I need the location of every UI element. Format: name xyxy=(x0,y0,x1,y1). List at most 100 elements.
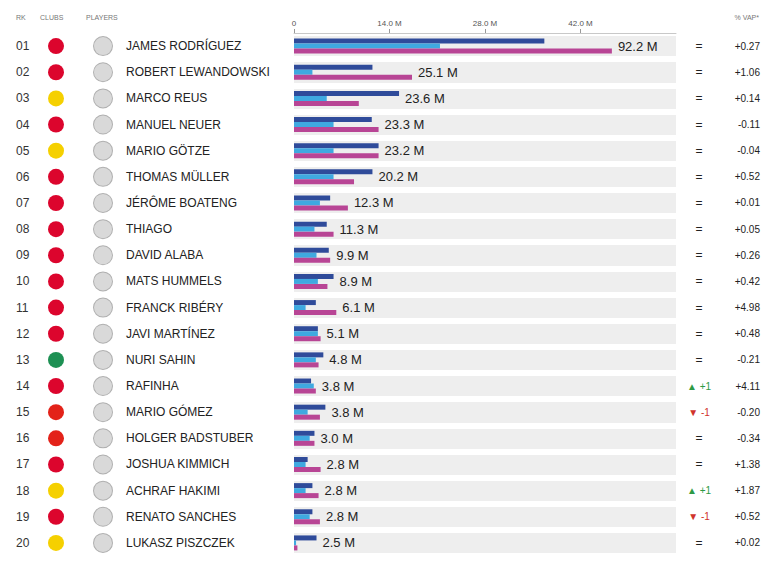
svg-text:PLAYERS: PLAYERS xyxy=(86,14,118,21)
svg-text:+1.87: +1.87 xyxy=(735,485,761,496)
svg-text:14.0 M: 14.0 M xyxy=(377,19,402,28)
svg-text:17: 17 xyxy=(16,457,30,471)
svg-text:01: 01 xyxy=(16,39,30,53)
svg-text:23.2 M: 23.2 M xyxy=(385,143,425,158)
svg-text:04: 04 xyxy=(16,118,30,132)
svg-text:+0.14: +0.14 xyxy=(735,93,761,104)
svg-text:2.8 M: 2.8 M xyxy=(326,509,359,524)
svg-text:+1.06: +1.06 xyxy=(735,67,761,78)
svg-text:▼ -1: ▼ -1 xyxy=(688,511,710,522)
svg-text:MARCO REUS: MARCO REUS xyxy=(126,91,207,105)
svg-text:12: 12 xyxy=(16,327,30,341)
svg-text:13: 13 xyxy=(16,353,30,367)
svg-text:-0.20: -0.20 xyxy=(737,407,760,418)
svg-text:11.3 M: 11.3 M xyxy=(340,222,379,237)
svg-text:=: = xyxy=(695,431,702,445)
svg-text:=: = xyxy=(695,353,702,367)
svg-text:▲ +1: ▲ +1 xyxy=(687,485,712,496)
svg-text:JOSHUA KIMMICH: JOSHUA KIMMICH xyxy=(126,457,229,471)
svg-text:=: = xyxy=(695,65,702,79)
svg-text:+0.52: +0.52 xyxy=(735,511,761,522)
svg-text:3.0 M: 3.0 M xyxy=(320,431,353,446)
svg-text:+0.02: +0.02 xyxy=(735,537,761,548)
svg-text:RENATO SANCHES: RENATO SANCHES xyxy=(126,510,236,524)
svg-text:12.3 M: 12.3 M xyxy=(354,195,394,210)
svg-text:MANUEL NEUER: MANUEL NEUER xyxy=(126,118,221,132)
svg-text:20.2 M: 20.2 M xyxy=(378,169,418,184)
svg-text:3.8 M: 3.8 M xyxy=(331,405,364,420)
svg-text:HOLGER BADSTUBER: HOLGER BADSTUBER xyxy=(126,431,254,445)
svg-text:07: 07 xyxy=(16,196,30,210)
svg-text:=: = xyxy=(695,327,702,341)
svg-text:14: 14 xyxy=(16,379,30,393)
svg-text:DAVID ALABA: DAVID ALABA xyxy=(126,248,203,262)
svg-text:=: = xyxy=(695,170,702,184)
svg-text:+1.38: +1.38 xyxy=(735,459,761,470)
svg-text:ACHRAF HAKIMI: ACHRAF HAKIMI xyxy=(126,484,220,498)
svg-text:=: = xyxy=(695,222,702,236)
svg-text:06: 06 xyxy=(16,170,30,184)
svg-text:+0.52: +0.52 xyxy=(735,171,761,182)
svg-text:MATS HUMMELS: MATS HUMMELS xyxy=(126,274,222,288)
svg-text:=: = xyxy=(695,274,702,288)
svg-text:19: 19 xyxy=(16,510,30,524)
svg-text:JAVI MARTÍNEZ: JAVI MARTÍNEZ xyxy=(126,326,215,341)
svg-text:+0.48: +0.48 xyxy=(735,328,761,339)
svg-text:8.9 M: 8.9 M xyxy=(340,274,373,289)
svg-text:-0.34: -0.34 xyxy=(737,433,760,444)
svg-text:23.3 M: 23.3 M xyxy=(385,117,425,132)
svg-text:▼ -1: ▼ -1 xyxy=(688,407,710,418)
svg-text:=: = xyxy=(695,118,702,132)
svg-text:42.0 M: 42.0 M xyxy=(568,19,593,28)
svg-text:16: 16 xyxy=(16,431,30,445)
svg-text:=: = xyxy=(695,144,702,158)
svg-text:RK: RK xyxy=(16,14,26,21)
svg-text:2.5 M: 2.5 M xyxy=(323,535,356,550)
svg-text:6.1 M: 6.1 M xyxy=(342,300,375,315)
svg-text:=: = xyxy=(695,248,702,262)
svg-text:-0.04: -0.04 xyxy=(737,145,760,156)
svg-text:0: 0 xyxy=(292,19,297,28)
svg-text:25.1 M: 25.1 M xyxy=(418,65,458,80)
svg-text:2.8 M: 2.8 M xyxy=(327,457,360,472)
svg-text:11: 11 xyxy=(16,301,29,315)
svg-text:3.8 M: 3.8 M xyxy=(322,379,355,394)
svg-text:2.8 M: 2.8 M xyxy=(325,483,358,498)
svg-text:28.0 M: 28.0 M xyxy=(473,19,498,28)
svg-text:08: 08 xyxy=(16,222,30,236)
svg-text:-0.11: -0.11 xyxy=(738,119,760,130)
svg-text:CLUBS: CLUBS xyxy=(40,14,64,21)
svg-text:MARIO GÓMEZ: MARIO GÓMEZ xyxy=(126,404,213,419)
svg-text:9.9 M: 9.9 M xyxy=(336,248,369,263)
svg-text:92.2 M: 92.2 M xyxy=(618,39,658,54)
svg-text:20: 20 xyxy=(16,536,30,550)
svg-text:+0.26: +0.26 xyxy=(735,250,761,261)
svg-text:▲ +1: ▲ +1 xyxy=(687,381,712,392)
svg-text:05: 05 xyxy=(16,144,30,158)
svg-text:18: 18 xyxy=(16,484,30,498)
svg-text:+0.05: +0.05 xyxy=(735,224,761,235)
svg-text:THOMAS MÜLLER: THOMAS MÜLLER xyxy=(126,170,230,184)
svg-text:% VAP*: % VAP* xyxy=(735,14,760,21)
svg-text:+0.27: +0.27 xyxy=(735,41,761,52)
svg-text:=: = xyxy=(695,91,702,105)
svg-text:4.8 M: 4.8 M xyxy=(329,352,362,367)
svg-text:03: 03 xyxy=(16,91,30,105)
svg-text:15: 15 xyxy=(16,405,30,419)
svg-text:+0.01: +0.01 xyxy=(735,197,761,208)
svg-text:ROBERT LEWANDOWSKI: ROBERT LEWANDOWSKI xyxy=(126,65,270,79)
svg-text:THIAGO: THIAGO xyxy=(126,222,172,236)
svg-text:-0.21: -0.21 xyxy=(737,354,760,365)
svg-text:MARIO GÖTZE: MARIO GÖTZE xyxy=(126,144,210,158)
svg-text:10: 10 xyxy=(16,274,30,288)
svg-text:=: = xyxy=(695,196,702,210)
svg-text:JÉRÔME BOATENG: JÉRÔME BOATENG xyxy=(126,195,237,210)
svg-text:09: 09 xyxy=(16,248,30,262)
svg-text:LUKASZ PISZCZEK: LUKASZ PISZCZEK xyxy=(126,536,235,550)
svg-text:+0.42: +0.42 xyxy=(735,276,761,287)
svg-text:23.6 M: 23.6 M xyxy=(405,91,445,106)
svg-text:FRANCK RIBÉRY: FRANCK RIBÉRY xyxy=(126,300,223,315)
svg-text:RAFINHA: RAFINHA xyxy=(126,379,179,393)
svg-text:JAMES RODRÍGUEZ: JAMES RODRÍGUEZ xyxy=(126,38,241,53)
svg-text:+4.98: +4.98 xyxy=(735,302,761,313)
